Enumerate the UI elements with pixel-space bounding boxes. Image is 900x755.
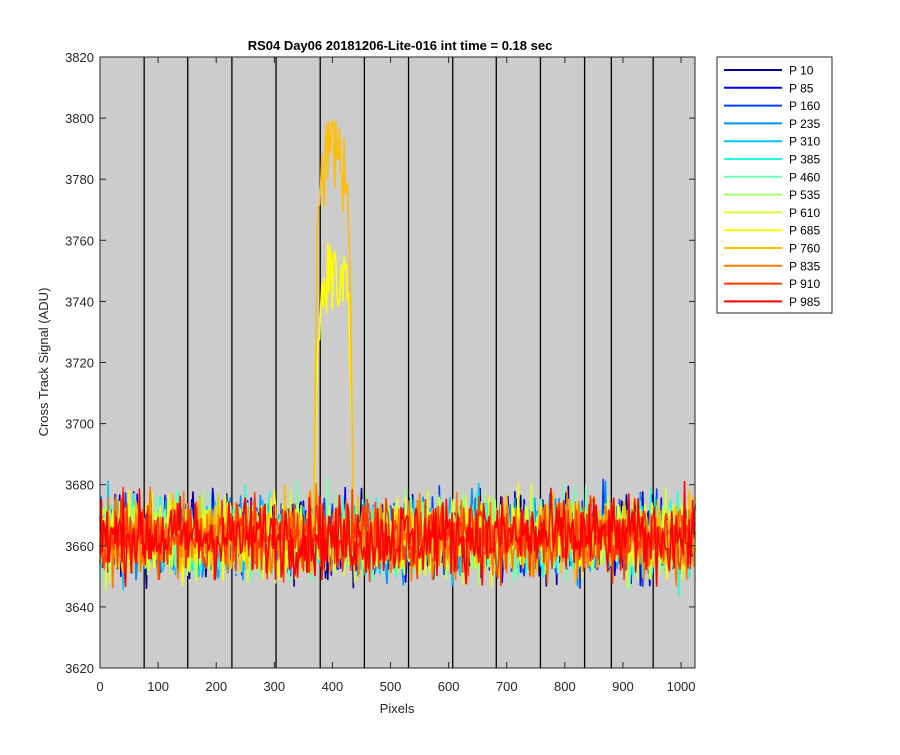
legend-entry-label: P 160: [789, 99, 820, 113]
legend-entry-label: P 835: [789, 259, 820, 273]
legend-entry-label: P 310: [789, 135, 820, 149]
x-tick-label: 300: [263, 679, 285, 694]
series-line: [99, 480, 696, 588]
x-tick-label: 400: [322, 679, 344, 694]
legend-entry-label: P 610: [789, 206, 820, 220]
x-axis-ticks: 0 100 200 300 400 500 600 700 800 900 1000: [96, 57, 696, 694]
legend-entry-label: P 535: [789, 188, 820, 202]
legend-entry-label: P 10: [789, 64, 814, 78]
legend-entry-label: P 910: [789, 277, 820, 291]
legend-entry-label: P 985: [789, 295, 820, 309]
legend-entry-label: P 235: [789, 117, 820, 131]
y-tick-label: 3720: [65, 356, 94, 371]
legend-entry-label: P 385: [789, 153, 820, 167]
x-tick-label: 500: [380, 679, 402, 694]
y-tick-label: 3740: [65, 294, 94, 309]
legend-entry-label: P 760: [789, 242, 820, 256]
y-tick-label: 3700: [65, 417, 94, 432]
y-tick-label: 3680: [65, 478, 94, 493]
legend-entry-label: P 460: [789, 170, 820, 184]
y-axis-label: Cross Track Signal (ADU): [36, 288, 51, 437]
y-tick-label: 3800: [65, 111, 94, 126]
legend-box: [716, 56, 833, 314]
x-tick-label: 600: [438, 679, 460, 694]
x-tick-label: 0: [96, 679, 103, 694]
x-tick-label: 200: [205, 679, 227, 694]
x-tick-label: 100: [147, 679, 169, 694]
chart-title: RS04 Day06 20181206-Lite-016 int time = …: [248, 38, 553, 53]
y-tick-label: 3780: [65, 172, 94, 187]
x-tick-label: 900: [612, 679, 634, 694]
y-tick-label: 3620: [65, 661, 94, 676]
y-axis-ticks: 3620 3640 3660 3680 3700 3720 3740 3760 3780 3800…: [65, 50, 695, 676]
y-tick-label: 3640: [65, 600, 94, 615]
x-tick-label: 1000: [667, 679, 696, 694]
legend: P 10 P 85 P 160 P 235 P 310 P 385 P 460 P 535 P …: [716, 56, 833, 314]
y-tick-label: 3820: [65, 50, 94, 65]
series-lines: [99, 119, 696, 597]
x-axis-label: Pixels: [380, 701, 415, 716]
legend-entry-label: P 85: [789, 81, 814, 95]
legend-entry-label: P 685: [789, 224, 820, 238]
y-tick-label: 3660: [65, 539, 94, 554]
y-tick-label: 3760: [65, 233, 94, 248]
x-tick-label: 800: [554, 679, 576, 694]
x-tick-label: 700: [496, 679, 518, 694]
